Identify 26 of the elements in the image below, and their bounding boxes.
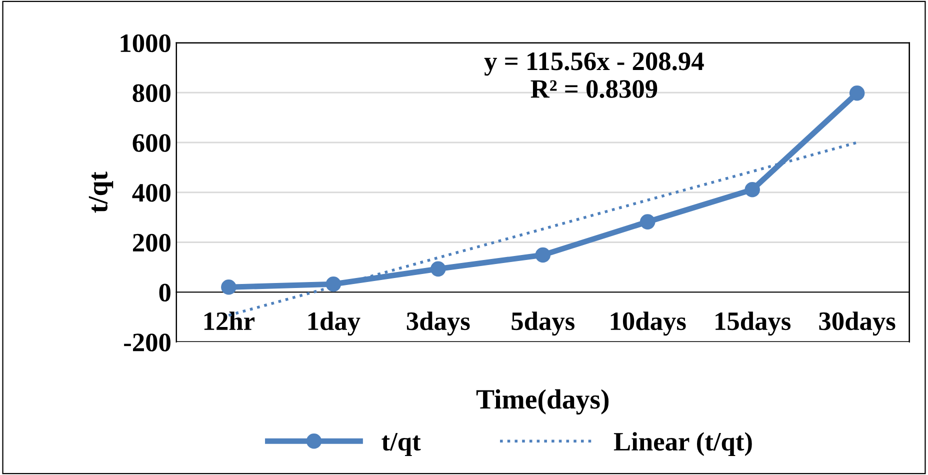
x-tick-label: 15days [716, 312, 791, 336]
y-tick-label: 800 [132, 84, 170, 102]
point [535, 247, 551, 263]
point [430, 261, 446, 277]
legend-label: t/qt [382, 432, 421, 456]
legend-label: Linear (t/qt) [614, 432, 752, 456]
x-tick-label: 10days [610, 312, 686, 336]
y-tick-label: -200 [124, 334, 170, 352]
y-axis-title: t/qt [88, 172, 114, 213]
point [640, 214, 656, 230]
y-tick-label: 600 [132, 134, 170, 152]
x-axis-title: Time(days) [476, 389, 609, 414]
x-tick-label: 12hr [204, 312, 255, 330]
x-tick-label: 30days [819, 312, 896, 336]
point [744, 182, 760, 198]
y-tick-label: 0 [159, 284, 170, 302]
x-tick-label: 5days [512, 312, 574, 336]
point [326, 276, 342, 292]
y-tick-label: 200 [132, 234, 170, 252]
y-tick-label: 400 [132, 184, 170, 202]
x-tick-label: 1day [308, 312, 360, 336]
y-tick-label: 1000 [120, 34, 170, 52]
annotation: y = 115.56x - 208.94 R² = 0.8309 [484, 52, 704, 98]
x-tick-label: 3days [406, 312, 470, 336]
point [221, 280, 236, 295]
point [849, 85, 865, 101]
